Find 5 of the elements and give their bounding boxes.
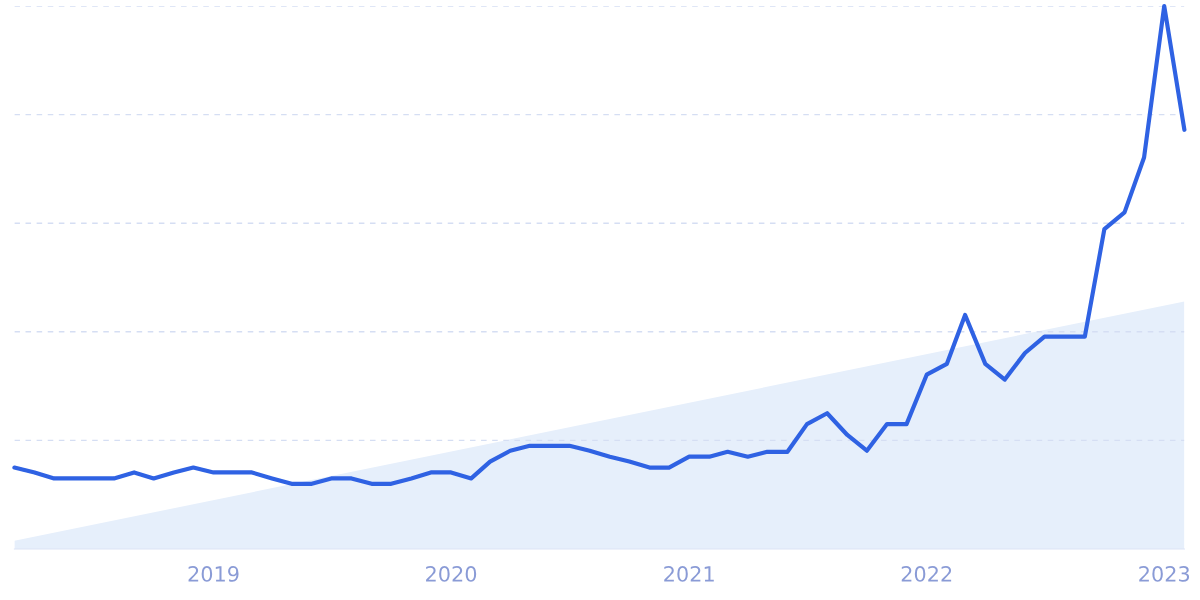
x-tick-label: 2022	[901, 566, 952, 582]
x-tick-label: 2023	[1139, 566, 1190, 582]
x-tick-label: 2019	[188, 566, 239, 582]
x-tick-label: 2021	[664, 566, 714, 582]
x-tick-label: 2020	[426, 566, 477, 582]
